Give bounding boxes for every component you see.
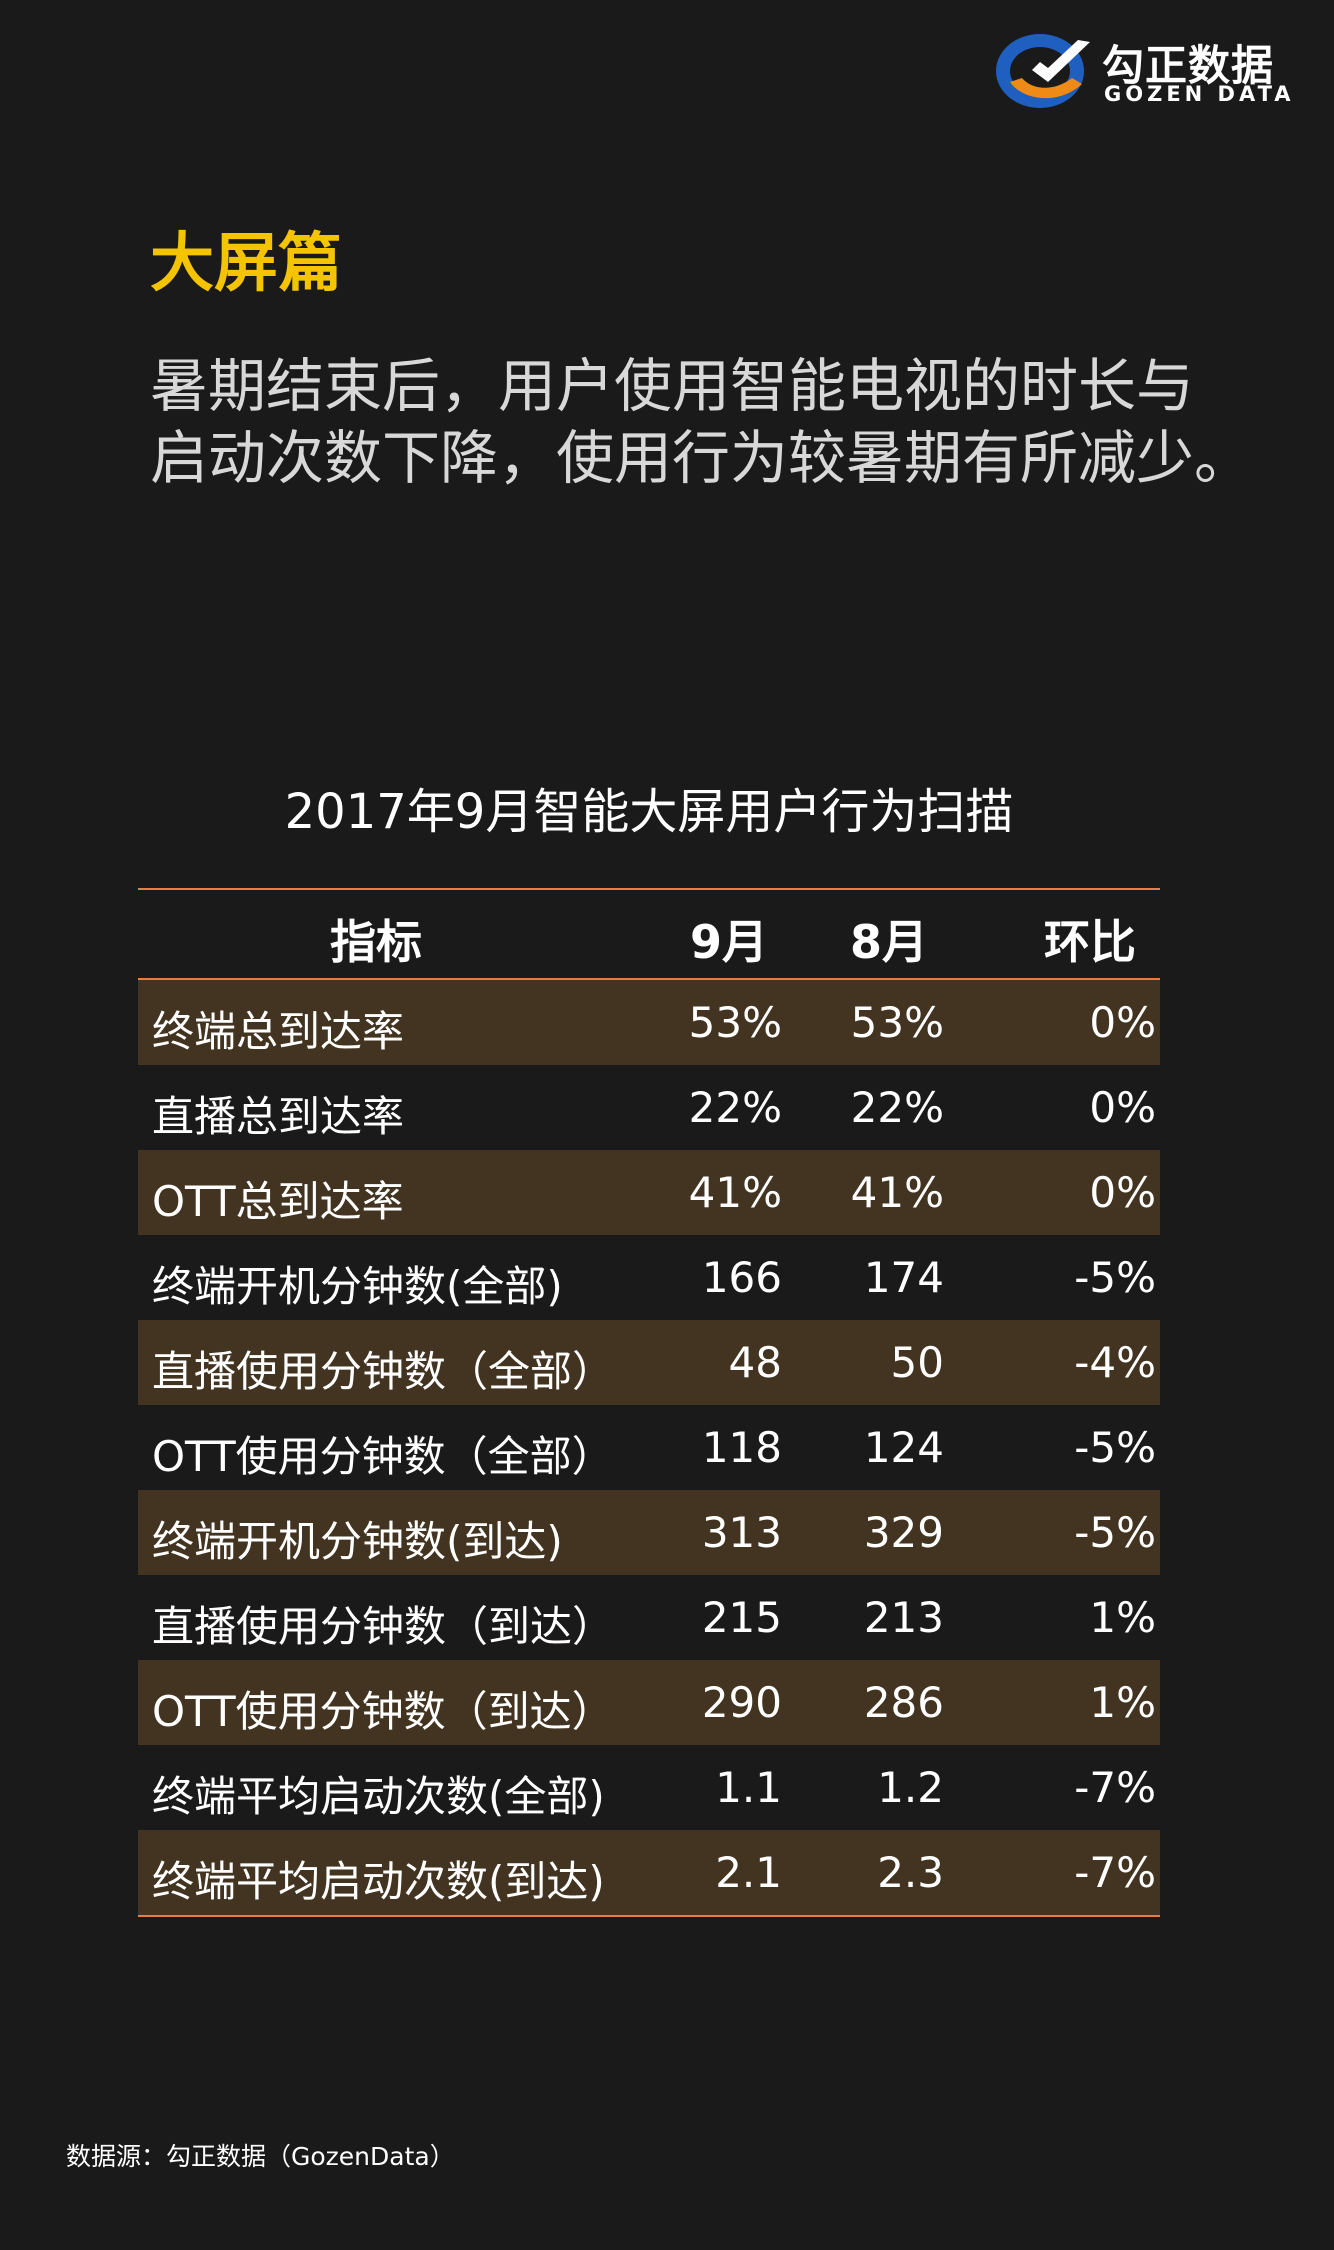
august-cell: 213 [863,1593,944,1642]
column-header-august: 8月 [850,915,929,969]
september-cell: 48 [728,1338,782,1387]
mom-cell: 0% [1089,998,1156,1047]
mom-cell: -5% [1074,1423,1156,1472]
metric-cell: 终端开机分钟数(到达) [152,1517,563,1566]
table-row: OTT使用分钟数（到达） 290 286 1% [138,1660,1160,1745]
mom-cell: -5% [1074,1253,1156,1302]
august-cell: 41% [850,1168,944,1217]
september-cell: 166 [701,1253,782,1302]
august-cell: 1.2 [877,1763,944,1812]
september-cell: 290 [701,1678,782,1727]
table-header-row: 指标 9月 8月 环比 [138,888,1160,980]
gozen-logo-icon [996,34,1090,108]
august-cell: 53% [850,998,944,1047]
mom-cell: -4% [1074,1338,1156,1387]
mom-cell: -7% [1074,1848,1156,1897]
lead-text: 暑期结束后，用户使用智能电视的时长与 启动次数下降，使用行为较暑期有所减少。 [150,350,1270,494]
table-title: 2017年9月智能大屏用户行为扫描 [284,784,1014,840]
table-row: OTT使用分钟数（全部） 118 124 -5% [138,1405,1160,1490]
metric-cell: 终端总到达率 [152,1007,405,1056]
column-header-mom: 环比 [1044,915,1136,969]
metric-cell: OTT使用分钟数（到达） [152,1687,614,1736]
metric-cell: OTT总到达率 [152,1177,404,1226]
september-cell: 53% [688,998,782,1047]
august-cell: 124 [863,1423,944,1472]
table-row: 终端平均启动次数(到达) 2.1 2.3 -7% [138,1830,1160,1917]
column-header-metric: 指标 [330,915,422,969]
metric-cell: 直播使用分钟数（到达） [152,1602,615,1651]
table-row: 终端开机分钟数(全部) 166 174 -5% [138,1235,1160,1320]
table-row: OTT总到达率 41% 41% 0% [138,1150,1160,1235]
brand-logo: 勾正数据 GOZEN DATA [992,28,1312,114]
september-cell: 313 [701,1508,782,1557]
august-cell: 329 [863,1508,944,1557]
table-row: 终端开机分钟数(到达) 313 329 -5% [138,1490,1160,1575]
brand-name-en: GOZEN DATA [1104,82,1295,106]
column-header-september: 9月 [690,915,769,969]
section-title: 大屏篇 [150,227,342,301]
table-row: 直播使用分钟数（到达） 215 213 1% [138,1575,1160,1660]
mom-cell: 0% [1089,1083,1156,1132]
august-cell: 22% [850,1083,944,1132]
metric-cell: 终端开机分钟数(全部) [152,1262,563,1311]
august-cell: 286 [863,1678,944,1727]
september-cell: 2.1 [715,1848,782,1897]
september-cell: 118 [701,1423,782,1472]
lead-line: 启动次数下降，使用行为较暑期有所减少。 [150,424,1253,492]
mom-cell: 1% [1089,1678,1156,1727]
behavior-table: 指标 9月 8月 环比 终端总到达率 53% 53% 0% 直播总到达率 22% 22% 0%… [138,888,1160,1917]
table-row: 终端总到达率 53% 53% 0% [138,980,1160,1065]
mom-cell: -5% [1074,1508,1156,1557]
august-cell: 174 [863,1253,944,1302]
september-cell: 1.1 [715,1763,782,1812]
table-row: 直播总到达率 22% 22% 0% [138,1065,1160,1150]
brand-name-cn: 勾正数据 [1102,41,1275,90]
september-cell: 41% [688,1168,782,1217]
metric-cell: 直播使用分钟数（全部） [152,1347,615,1396]
september-cell: 22% [688,1083,782,1132]
august-cell: 2.3 [877,1848,944,1897]
table-row: 终端平均启动次数(全部) 1.1 1.2 -7% [138,1745,1160,1830]
august-cell: 50 [890,1338,944,1387]
mom-cell: -7% [1074,1763,1156,1812]
metric-cell: 终端平均启动次数(全部) [152,1772,605,1821]
mom-cell: 0% [1089,1168,1156,1217]
table-row: 直播使用分钟数（全部） 48 50 -4% [138,1320,1160,1405]
mom-cell: 1% [1089,1593,1156,1642]
metric-cell: 终端平均启动次数(到达) [152,1857,605,1906]
lead-line: 暑期结束后，用户使用智能电视的时长与 [150,352,1195,420]
metric-cell: 直播总到达率 [152,1092,405,1141]
september-cell: 215 [701,1593,782,1642]
metric-cell: OTT使用分钟数（全部） [152,1432,614,1481]
data-source-note: 数据源：勾正数据（GozenData） [66,2142,455,2171]
